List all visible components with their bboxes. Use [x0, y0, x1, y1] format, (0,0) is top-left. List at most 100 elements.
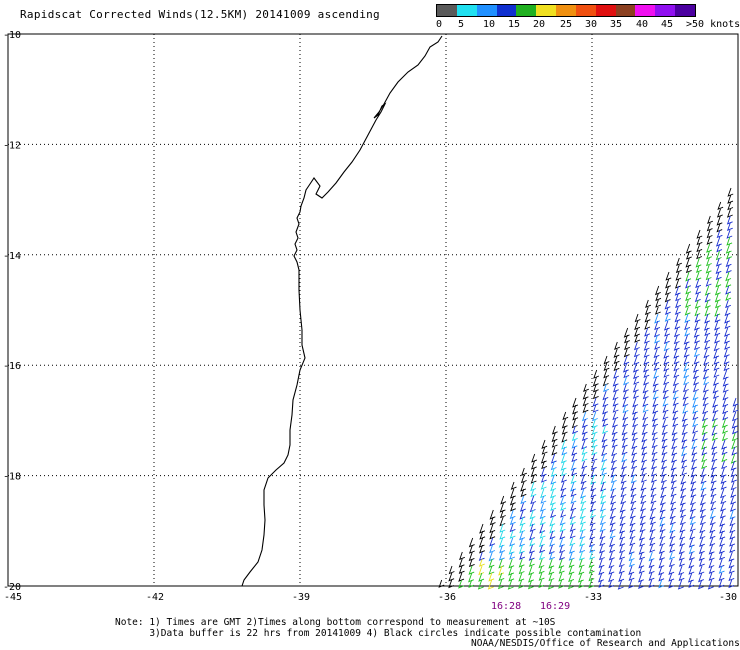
wind-barb	[628, 565, 635, 575]
wind-barb	[731, 439, 738, 450]
wind-barb	[631, 404, 638, 415]
wind-barb	[644, 320, 651, 330]
wind-barb	[698, 572, 704, 583]
wind-barb	[731, 446, 738, 456]
wind-barb	[623, 327, 630, 338]
wind-barb	[530, 474, 537, 484]
wind-barb	[653, 369, 660, 379]
wind-barb	[712, 376, 719, 386]
lon-tick-label: -33	[584, 592, 602, 603]
wind-barb	[608, 558, 615, 569]
wind-barb	[693, 376, 699, 386]
wind-barb	[499, 516, 506, 527]
wind-barb	[634, 313, 641, 323]
wind-barb	[632, 397, 639, 408]
wind-barb	[669, 537, 676, 547]
wind-barb	[669, 544, 676, 553]
wind-barb	[711, 439, 718, 450]
wind-barb	[727, 194, 734, 204]
wind-barb	[610, 474, 617, 484]
wind-barb	[569, 530, 576, 539]
wind-barb	[659, 530, 666, 540]
wind-barb	[579, 530, 586, 540]
wind-barb	[640, 467, 647, 477]
wind-barb	[538, 572, 545, 581]
wind-barb	[570, 460, 577, 471]
wind-barb	[692, 418, 699, 428]
wind-barb	[681, 453, 687, 463]
wind-barb	[725, 285, 732, 295]
wind-barb	[621, 425, 628, 436]
wind-barb	[559, 516, 566, 526]
wind-barb	[695, 285, 702, 295]
wind-barb	[529, 509, 536, 520]
wind-barb	[612, 397, 619, 407]
wind-barb	[725, 257, 732, 268]
wind-barb	[713, 362, 720, 371]
wind-barb	[622, 383, 629, 393]
wind-barb	[698, 558, 705, 567]
wind-barb	[672, 390, 679, 400]
wind-barb	[541, 446, 548, 455]
wind-barb	[681, 446, 687, 457]
wind-barb	[590, 481, 597, 492]
wind-barb	[721, 453, 728, 463]
lat-tick-label: -10	[3, 30, 21, 41]
wind-barb	[711, 446, 718, 456]
wind-barb	[721, 418, 728, 428]
color-scale-label: 0	[436, 19, 443, 30]
wind-barb	[699, 523, 706, 534]
wind-barb	[588, 537, 595, 548]
wind-barb	[598, 551, 605, 561]
axis-labels: -10 -12 -14 -16 -18 -20-45 -42 -39 -36 -33 -30	[3, 30, 737, 603]
wind-barb	[619, 544, 626, 554]
wind-barb	[641, 425, 648, 436]
wind-barb	[643, 369, 650, 378]
wind-barb	[685, 250, 692, 260]
wind-barb	[721, 439, 728, 450]
wind-barb	[581, 425, 588, 435]
wind-barb	[519, 551, 526, 560]
wind-barb	[583, 383, 589, 392]
wind-barb	[570, 474, 577, 484]
wind-barb	[668, 558, 675, 568]
wind-barb	[732, 397, 739, 407]
wind-barb	[719, 523, 726, 534]
wind-barb	[651, 432, 658, 441]
wind-barb	[642, 418, 649, 428]
wind-barb	[634, 334, 641, 343]
wind-barb	[730, 467, 737, 478]
wind-barb	[578, 565, 585, 575]
wind-barb	[718, 558, 725, 569]
wind-barb	[621, 432, 628, 441]
wind-barb	[673, 362, 680, 372]
wind-barb	[568, 544, 575, 554]
wind-barb	[581, 439, 588, 450]
wind-barb	[659, 537, 666, 547]
wind-barb	[632, 390, 639, 399]
wind-barb	[688, 551, 695, 561]
wind-barb	[675, 299, 681, 309]
wind-barb	[701, 446, 708, 456]
wind-barb	[723, 334, 730, 344]
wind-barb	[650, 474, 657, 483]
wind-barb	[710, 495, 717, 505]
wind-barb	[696, 243, 703, 253]
wind-barb	[628, 579, 635, 589]
wind-barb	[529, 516, 536, 527]
wind-barb	[468, 551, 475, 562]
wind-barb	[706, 222, 713, 232]
wind-barb	[640, 495, 647, 505]
wind-barb	[568, 565, 575, 575]
wind-barb	[703, 355, 710, 366]
wind-barb	[509, 551, 516, 560]
color-swatch	[615, 5, 636, 16]
wind-barb	[641, 439, 648, 450]
wind-barb	[729, 516, 736, 527]
wind-barb	[665, 271, 672, 281]
wind-barb	[650, 502, 657, 512]
wind-barb	[690, 474, 697, 485]
wind-barb	[702, 369, 709, 380]
wind-barb	[638, 565, 645, 574]
wind-barb	[705, 264, 712, 274]
